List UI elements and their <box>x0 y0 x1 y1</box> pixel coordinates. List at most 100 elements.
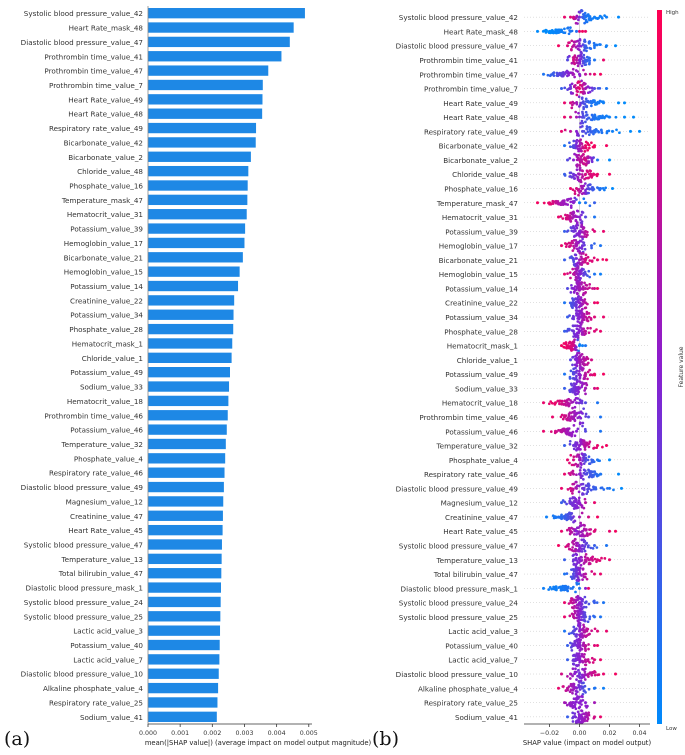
shap-point <box>574 590 577 594</box>
bar-category-label: Diastolic blood pressure_value_49 <box>21 483 144 492</box>
shap-point <box>568 417 572 421</box>
shap-point <box>579 466 583 469</box>
shap-point <box>585 534 589 537</box>
shap-point <box>569 129 572 133</box>
shap-point <box>577 496 581 500</box>
shap-point <box>570 383 574 387</box>
shap-point <box>583 719 587 723</box>
shap-point <box>574 139 578 143</box>
shap-point <box>599 615 602 619</box>
shap-point <box>575 570 578 574</box>
shap-point <box>584 315 587 319</box>
feature-label: Lactic acid_value_7 <box>448 656 518 665</box>
shap-point <box>593 501 596 505</box>
shap-point <box>574 574 578 578</box>
shap-point <box>566 315 569 319</box>
shap-point <box>563 86 567 90</box>
bar-category-label: Creatinine_value_47 <box>70 512 143 521</box>
bar <box>148 596 221 608</box>
shap-point <box>560 344 563 348</box>
bar <box>148 295 235 306</box>
shap-point <box>592 446 596 450</box>
shap-point <box>578 29 581 33</box>
shap-point <box>582 162 586 166</box>
shap-point <box>593 242 596 245</box>
shap-point <box>586 370 590 374</box>
shap-point <box>578 365 582 369</box>
shap-point <box>578 386 581 390</box>
feature-label: Phosphate_value_16 <box>444 185 518 194</box>
shap-point <box>571 674 574 678</box>
shap-point <box>583 448 587 451</box>
shap-point <box>583 555 587 559</box>
shap-point <box>580 533 583 537</box>
shap-point <box>572 572 575 576</box>
shap-point <box>564 213 567 217</box>
shap-point <box>590 113 594 117</box>
shap-point <box>589 326 592 330</box>
shap-point <box>584 144 587 148</box>
shap-point <box>601 258 605 261</box>
shap-point <box>573 62 576 66</box>
shap-point <box>620 486 623 490</box>
shap-point <box>565 703 569 707</box>
bar-category-label: Hematocrit_value_31 <box>67 210 143 219</box>
shap-point <box>569 646 573 649</box>
shap-point <box>588 59 592 62</box>
shap-point <box>568 271 572 274</box>
shap-point <box>560 588 564 592</box>
shap-point <box>563 399 567 403</box>
bar <box>148 165 249 177</box>
shap-point <box>566 158 569 162</box>
shap-point <box>596 386 599 390</box>
shap-point <box>575 609 579 613</box>
shap-point <box>583 260 587 264</box>
shap-point <box>576 223 580 227</box>
shap-point <box>578 701 581 705</box>
shap-point <box>563 229 566 233</box>
shap-point <box>614 44 617 48</box>
shap-point <box>585 113 589 117</box>
x-tick-label: 0.00 <box>572 730 586 737</box>
colorbar-low-label: Low <box>666 726 677 732</box>
shap-point <box>587 161 590 165</box>
shap-point <box>552 31 555 35</box>
shap-point <box>567 197 571 201</box>
shap-point <box>590 358 593 362</box>
bar <box>148 237 245 249</box>
shap-point <box>593 87 596 91</box>
bar-category-label: Chloride_value_48 <box>77 167 143 176</box>
feature-label: Respiratory rate_value_46 <box>424 470 518 479</box>
shap-point <box>566 286 569 290</box>
shap-point <box>571 390 575 393</box>
shap-point <box>563 101 566 105</box>
shap-point <box>574 69 578 72</box>
shap-point <box>571 103 574 107</box>
shap-point <box>563 128 567 132</box>
shap-point <box>572 606 575 610</box>
shap-point <box>586 704 589 708</box>
feature-label: Bicarbonate_value_2 <box>443 156 518 165</box>
shap-point <box>572 424 576 427</box>
shap-point <box>581 101 584 105</box>
shap-point <box>575 266 579 270</box>
bar <box>148 481 224 493</box>
shap-point <box>586 377 589 381</box>
shap-point <box>584 286 587 290</box>
shap-point <box>578 629 581 633</box>
shap-point <box>571 306 574 310</box>
bar <box>148 266 240 277</box>
bar <box>148 108 263 119</box>
shap-point <box>583 497 587 501</box>
shap-point <box>572 662 575 666</box>
shap-point <box>545 29 548 32</box>
shap-point <box>578 258 581 262</box>
shap-point <box>578 309 582 313</box>
shap-point <box>571 549 575 553</box>
shap-point <box>575 327 579 331</box>
shap-point <box>578 624 582 627</box>
shap-point <box>592 173 596 176</box>
shap-point <box>588 615 592 619</box>
shap-point <box>563 115 566 119</box>
bar <box>148 453 226 464</box>
